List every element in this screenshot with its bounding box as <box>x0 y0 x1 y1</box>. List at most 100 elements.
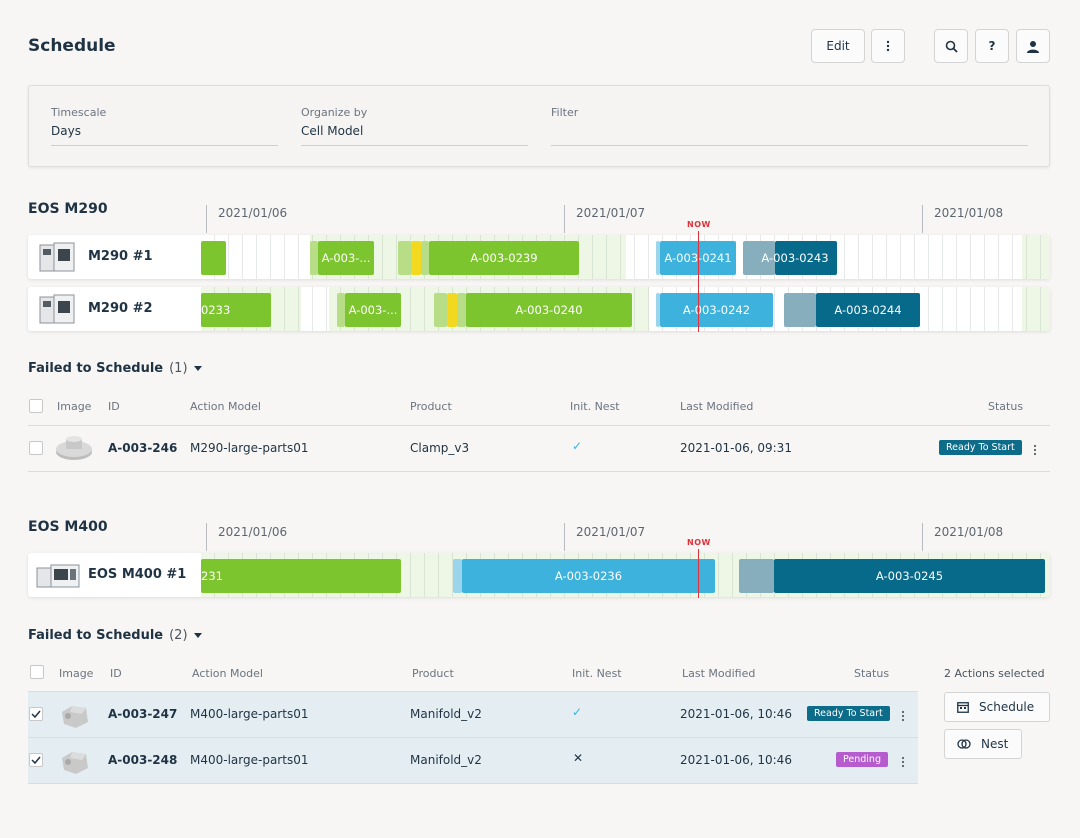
job-bar[interactable]: A-003-... <box>318 241 374 275</box>
more-button[interactable] <box>871 29 905 63</box>
job-bar-segment <box>411 241 421 275</box>
job-bar-segment <box>739 559 774 593</box>
section-title-m290: EOS M290 <box>28 201 108 217</box>
job-bar[interactable]: A-003-0245 <box>774 559 1045 593</box>
machine-row: M290 #2 0233 A-003-... A-003-0240 A-003-… <box>28 287 1050 331</box>
checkmark-icon <box>31 710 41 718</box>
nest-icon <box>957 739 971 749</box>
column-header-action-model: Action Model <box>192 667 263 680</box>
failed-title: Failed to Schedule <box>28 361 164 376</box>
nest-button-label: Nest <box>981 737 1009 751</box>
failed-to-schedule-toggle[interactable]: Failed to Schedule (2) <box>28 628 202 643</box>
select-all-checkbox[interactable] <box>29 399 43 413</box>
part-thumbnail <box>58 700 92 730</box>
row-action-model: M400-large-parts01 <box>190 707 309 721</box>
row-id: A-003-247 <box>108 707 178 721</box>
part-thumbnail <box>58 746 92 776</box>
column-header-id: ID <box>108 400 120 413</box>
row-checkbox[interactable] <box>29 441 43 455</box>
status-badge: Pending <box>836 752 888 767</box>
search-button[interactable] <box>934 29 968 63</box>
job-bar-segment <box>421 241 429 275</box>
row-id: A-003-246 <box>108 441 178 455</box>
job-bar[interactable]: A-003-0236 <box>462 559 715 593</box>
failed-to-schedule-toggle[interactable]: Failed to Schedule (1) <box>28 361 202 376</box>
row-action-model: M290-large-parts01 <box>190 441 309 455</box>
lane-tint <box>1022 235 1050 279</box>
machine-name[interactable]: M290 #1 <box>88 249 153 264</box>
checkmark-icon <box>31 756 41 764</box>
machine-name[interactable]: M290 #2 <box>88 301 153 316</box>
table-row[interactable]: A-003-248 M400-large-parts01 Manifold_v2… <box>28 738 918 783</box>
job-bar[interactable]: 231 <box>201 559 401 593</box>
row-more-icon[interactable] <box>1033 441 1037 460</box>
divider <box>28 691 918 692</box>
status-badge: Ready To Start <box>807 706 890 721</box>
row-product: Manifold_v2 <box>410 753 482 767</box>
caret-down-icon <box>193 366 202 371</box>
date-label: 2021/01/08 <box>934 525 1004 539</box>
timeline-lane: 0233 A-003-... A-003-0240 A-003-0242 A-0… <box>201 287 1050 331</box>
row-more-icon[interactable] <box>901 753 905 772</box>
job-bar[interactable]: A-003-0242 <box>660 293 773 327</box>
job-bar-segment <box>784 293 816 327</box>
row-checkbox-checked[interactable] <box>29 707 43 721</box>
check-icon: ✓ <box>572 705 583 719</box>
timescale-label: Timescale <box>51 106 107 119</box>
now-line <box>698 549 699 598</box>
job-bar-segment <box>457 293 466 327</box>
job-bar[interactable]: A-003-0239 <box>429 241 579 275</box>
row-last-modified: 2021-01-06, 09:31 <box>680 441 792 455</box>
job-bar-segment <box>434 293 447 327</box>
job-bar[interactable] <box>201 241 226 275</box>
job-bar-segment <box>453 559 462 593</box>
date-tick <box>206 205 207 233</box>
job-bar-segment <box>656 293 660 327</box>
organize-by-label: Organize by <box>301 106 368 119</box>
calendar-icon <box>957 702 969 713</box>
row-product: Manifold_v2 <box>410 707 482 721</box>
column-header-id: ID <box>110 667 122 680</box>
row-action-model: M400-large-parts01 <box>190 753 309 767</box>
failed-count: (1) <box>169 361 188 376</box>
lane-tint <box>1022 287 1050 331</box>
now-line <box>698 231 699 332</box>
machine-row: M290 #1 A-003-... A-003-0239 A-003-0241 … <box>28 235 1050 279</box>
organize-by-value: Cell Model <box>301 124 364 138</box>
table-row[interactable]: A-003-246 M290-large-parts01 Clamp_v3 ✓ … <box>28 426 1050 471</box>
row-more-icon[interactable] <box>901 707 905 726</box>
machine-row: EOS M400 #1 231 A-003-0236 A-003-0245 <box>28 553 1050 597</box>
date-label: 2021/01/06 <box>218 525 288 539</box>
job-bar[interactable]: A-003-0244 <box>816 293 920 327</box>
column-header-image: Image <box>57 400 92 413</box>
now-label: NOW <box>687 220 711 229</box>
nest-button[interactable]: Nest <box>944 729 1022 759</box>
row-checkbox-checked[interactable] <box>29 753 43 767</box>
column-header-action-model: Action Model <box>190 400 261 413</box>
date-tick <box>564 205 565 233</box>
job-bar[interactable]: A-003-... <box>345 293 401 327</box>
column-header-status: Status <box>854 667 890 680</box>
timescale-field[interactable]: Timescale Days <box>51 106 278 146</box>
job-bar-segment <box>447 293 457 327</box>
divider <box>28 425 1050 426</box>
help-button[interactable]: ? <box>975 29 1009 63</box>
job-bar[interactable]: 0233 <box>201 293 271 327</box>
machine-name[interactable]: EOS M400 #1 <box>88 567 187 582</box>
column-header-init-nest: Init. Nest <box>572 667 622 680</box>
printer-machine-icon <box>36 562 80 588</box>
job-bar[interactable]: A-003-0240 <box>466 293 632 327</box>
column-header-init-nest: Init. Nest <box>570 400 620 413</box>
user-button[interactable] <box>1016 29 1050 63</box>
schedule-button[interactable]: Schedule <box>944 692 1050 722</box>
now-label: NOW <box>687 538 711 547</box>
filter-field[interactable]: Filter <box>551 106 1028 146</box>
table-row[interactable]: A-003-247 M400-large-parts01 Manifold_v2… <box>28 692 918 737</box>
organize-by-field[interactable]: Organize by Cell Model <box>301 106 528 146</box>
job-bar[interactable] <box>775 241 837 275</box>
part-thumbnail <box>54 434 94 462</box>
date-label: 2021/01/07 <box>576 206 646 220</box>
job-bar-segment <box>398 241 411 275</box>
select-all-checkbox[interactable] <box>30 665 44 679</box>
edit-button[interactable]: Edit <box>811 29 865 63</box>
